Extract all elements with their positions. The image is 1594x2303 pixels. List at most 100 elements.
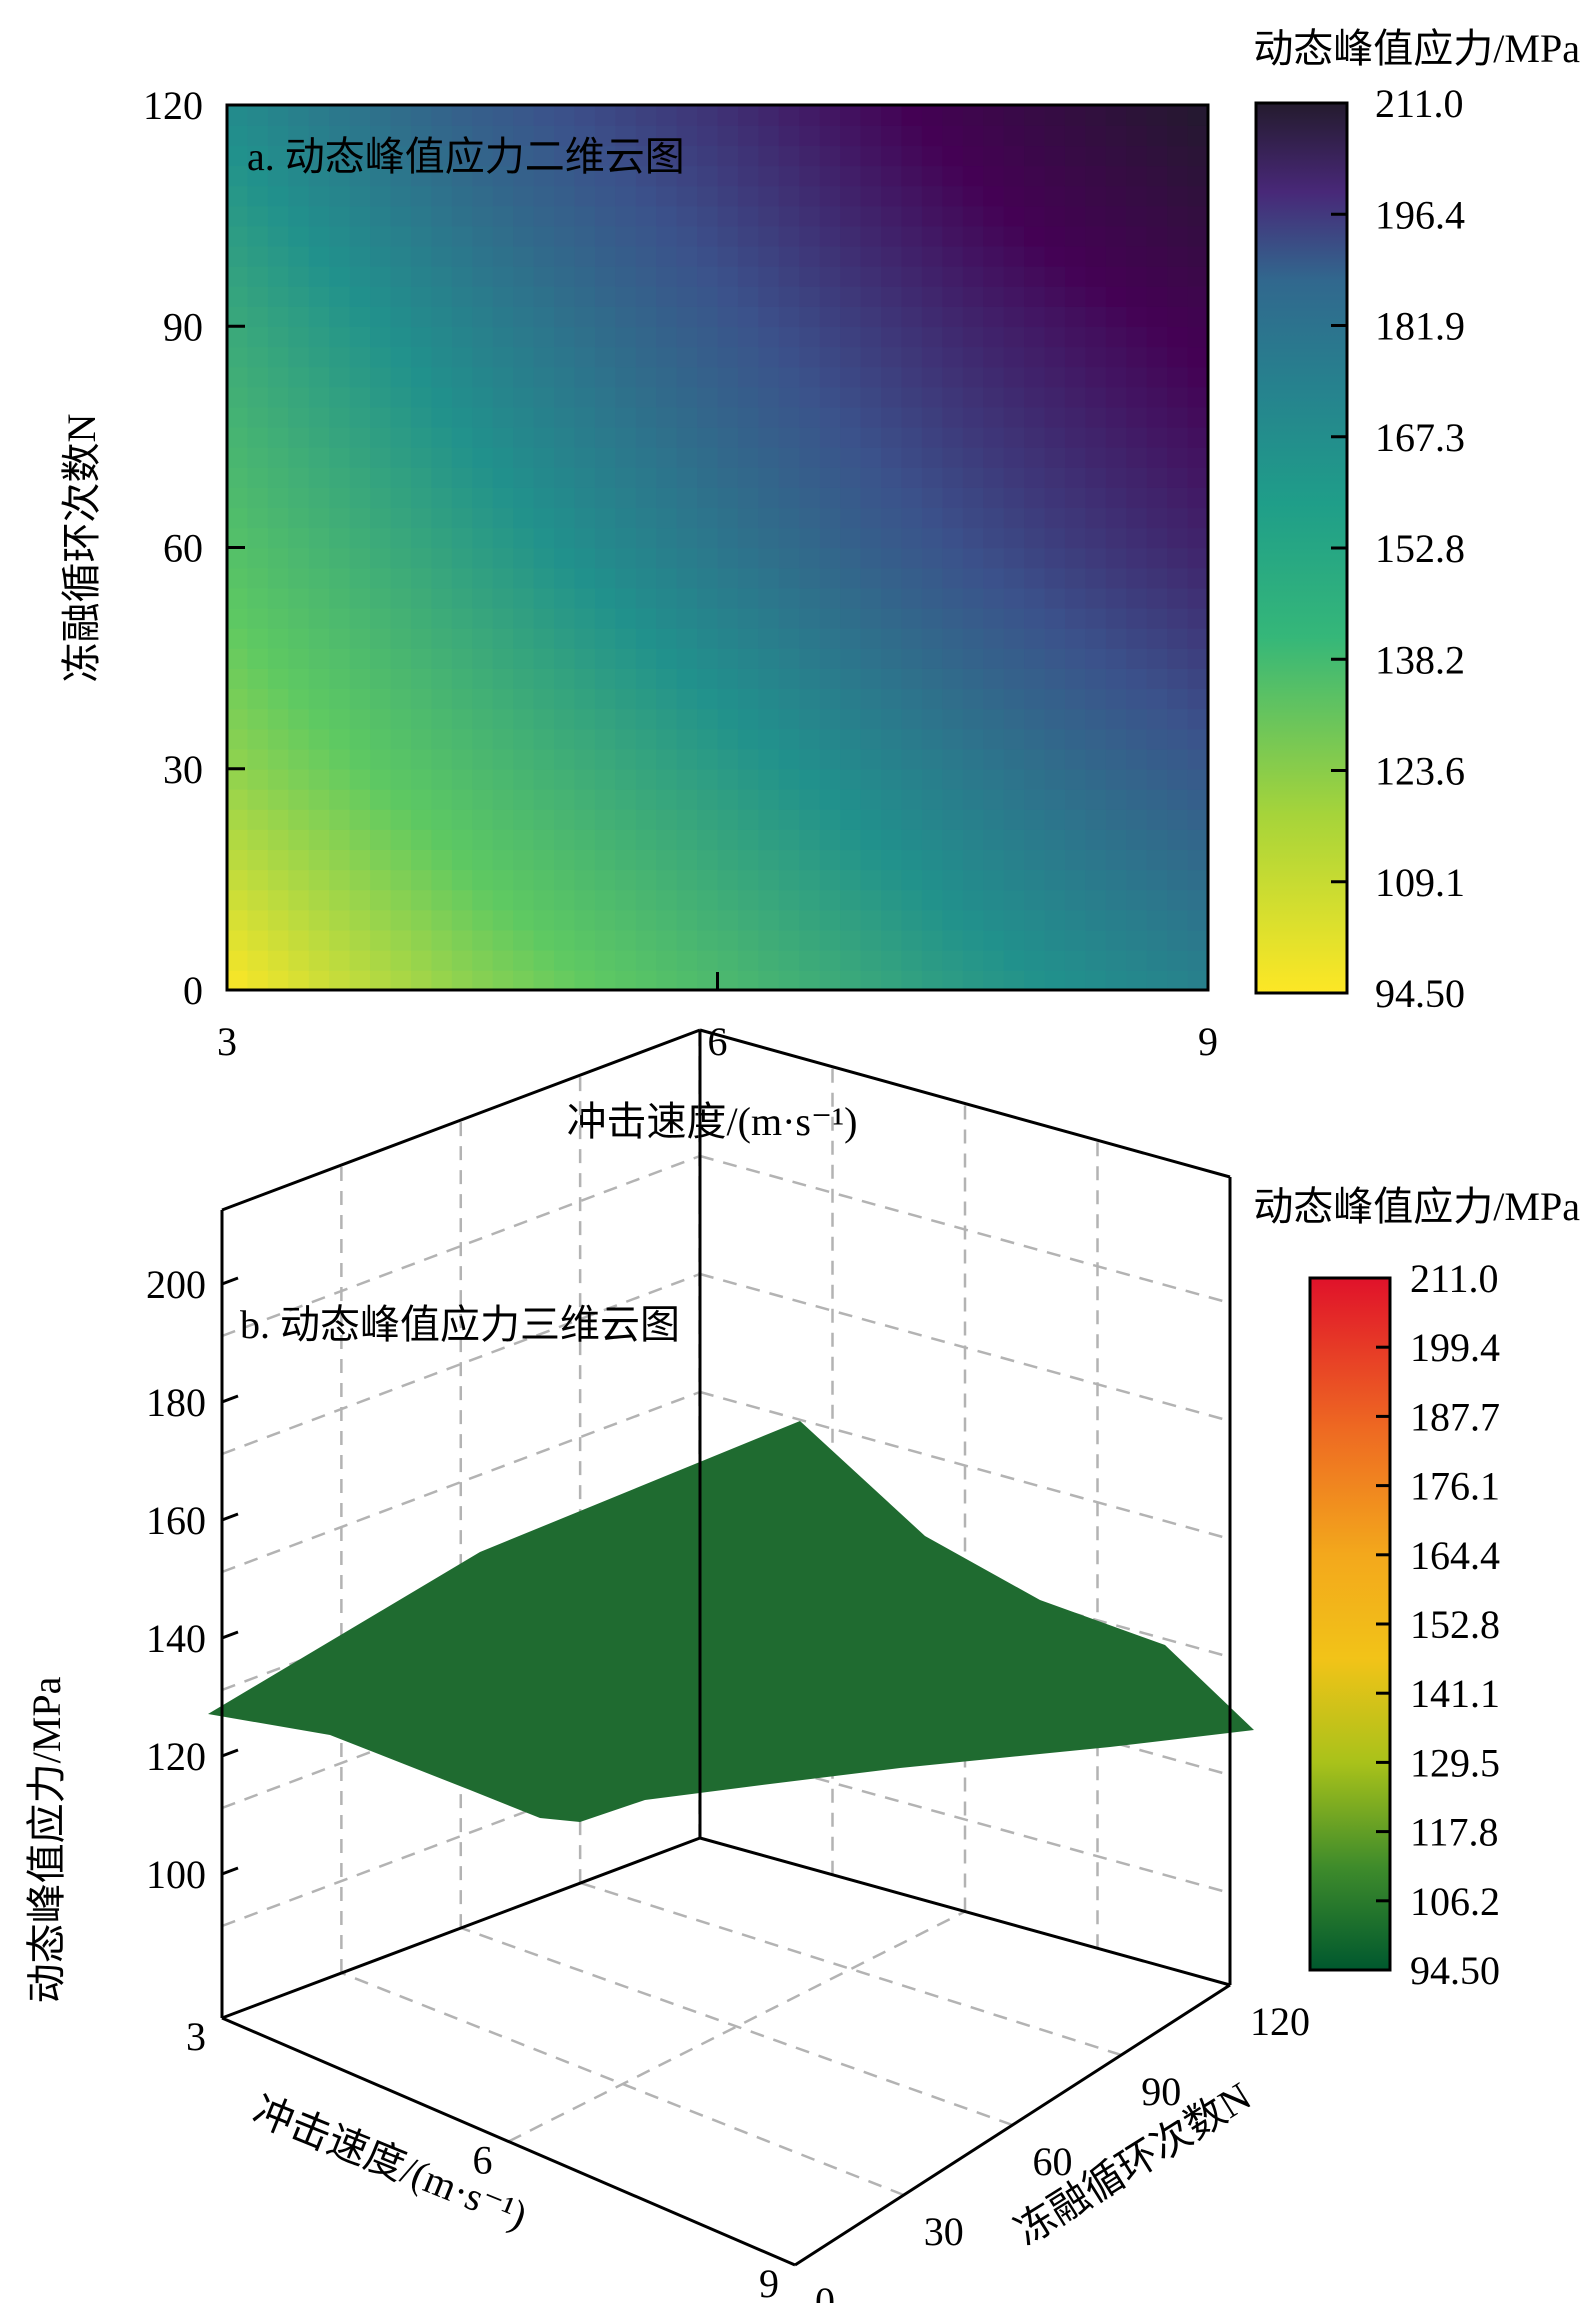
heatmap-cell bbox=[267, 547, 290, 569]
heatmap-cell bbox=[1126, 386, 1148, 408]
heatmap-cell bbox=[1126, 125, 1148, 147]
heatmap-cell bbox=[656, 467, 678, 488]
heatmap-cell bbox=[799, 225, 821, 247]
heatmap-cell bbox=[594, 527, 617, 549]
heatmap-cell bbox=[533, 105, 555, 126]
heatmap-cell bbox=[1187, 788, 1208, 810]
heatmap-cell bbox=[247, 286, 269, 307]
heatmap-cell bbox=[1146, 306, 1168, 328]
heatmap-cell bbox=[737, 426, 760, 448]
heatmap-cell bbox=[492, 105, 514, 126]
heatmap-cell bbox=[451, 567, 474, 589]
heatmap-cell bbox=[533, 446, 555, 468]
heatmap-cell bbox=[451, 929, 474, 951]
heatmap-cell bbox=[1167, 788, 1189, 810]
heatmap-cell bbox=[778, 808, 801, 830]
heatmap-cell bbox=[410, 265, 433, 287]
heatmap-cell bbox=[349, 587, 371, 609]
heatmap-cell bbox=[1003, 426, 1025, 448]
heatmap-cell bbox=[390, 225, 412, 247]
grid-line-3d bbox=[221, 1390, 701, 1574]
heatmap-cell bbox=[1126, 869, 1148, 891]
heatmap-cell bbox=[329, 306, 351, 328]
heatmap-cell bbox=[819, 406, 841, 428]
axis-edge-3d bbox=[221, 1836, 701, 2020]
heatmap-cell bbox=[533, 728, 555, 750]
heatmap-cell bbox=[308, 889, 330, 911]
heatmap-cell bbox=[267, 808, 290, 830]
heatmap-cell bbox=[1105, 185, 1128, 207]
heatmap-cell bbox=[697, 607, 719, 629]
heatmap-cell bbox=[574, 909, 596, 931]
heatmap-cell bbox=[492, 708, 514, 730]
heatmap-cell bbox=[227, 547, 249, 569]
heatmap-cell bbox=[921, 668, 944, 690]
heatmap-cell bbox=[1167, 587, 1189, 609]
heatmap-cell bbox=[778, 547, 801, 569]
heatmap-cell bbox=[594, 446, 617, 468]
heatmap-cell bbox=[390, 326, 412, 348]
heatmap-cell bbox=[1044, 808, 1066, 830]
heatmap-cell bbox=[819, 386, 841, 408]
heatmap-cell bbox=[533, 326, 555, 348]
heatmap-cell bbox=[329, 446, 351, 468]
heatmap-cell bbox=[451, 426, 474, 448]
heatmap-cell bbox=[921, 929, 944, 951]
heatmap-cell bbox=[656, 125, 678, 147]
heatmap-cell bbox=[840, 567, 862, 589]
heatmap-cell bbox=[615, 889, 637, 911]
heatmap-cell bbox=[1064, 105, 1087, 126]
heatmap-cell bbox=[635, 185, 657, 207]
heatmap-cell bbox=[656, 768, 678, 790]
heatmap-cell bbox=[1167, 909, 1189, 931]
heatmap-cell bbox=[574, 648, 596, 669]
heatmap-cell bbox=[901, 748, 923, 770]
heatmap-cell bbox=[349, 788, 371, 810]
heatmap-cell bbox=[451, 969, 474, 990]
x-axis-label-a: 冲击速度/(m·s⁻¹) bbox=[567, 1099, 858, 1144]
heatmap-cell bbox=[656, 627, 678, 649]
heatmap-cell bbox=[656, 788, 678, 810]
heatmap-cell bbox=[799, 527, 821, 549]
heatmap-cell bbox=[533, 467, 555, 488]
heatmap-cell bbox=[492, 547, 514, 569]
heatmap-cell bbox=[901, 446, 923, 468]
heatmap-cell bbox=[513, 829, 535, 851]
heatmap-cell bbox=[799, 426, 821, 448]
heatmap-cell bbox=[1126, 467, 1148, 488]
heatmap-cell bbox=[983, 265, 1005, 287]
heatmap-cell bbox=[615, 386, 637, 408]
heatmap-cell bbox=[410, 386, 433, 408]
heatmap-cell bbox=[554, 245, 576, 267]
heatmap-cell bbox=[860, 829, 882, 851]
heatmap-cell bbox=[247, 326, 269, 348]
heatmap-cell bbox=[1126, 205, 1148, 227]
x-tick-label-a: 3 bbox=[217, 1019, 237, 1064]
heatmap-cell bbox=[410, 688, 433, 710]
heatmap-cell bbox=[921, 446, 944, 468]
heatmap-cell bbox=[533, 688, 555, 710]
heatmap-cell bbox=[840, 446, 862, 468]
heatmap-cell bbox=[840, 708, 862, 730]
heatmap-cell bbox=[840, 507, 862, 529]
heatmap-cell bbox=[308, 406, 330, 428]
heatmap-cell bbox=[717, 105, 739, 126]
heatmap-cell bbox=[676, 627, 698, 649]
heatmap-cell bbox=[1126, 265, 1148, 287]
heatmap-cell bbox=[1146, 688, 1168, 710]
heatmap-cell bbox=[881, 366, 903, 388]
heatmap-cell bbox=[676, 969, 698, 990]
y-tick-label-b: 30 bbox=[924, 2209, 964, 2254]
heatmap-cell bbox=[410, 165, 433, 187]
heatmap-cell bbox=[962, 788, 984, 810]
heatmap-cell bbox=[921, 225, 944, 247]
heatmap-cell bbox=[799, 808, 821, 830]
heatmap-cell bbox=[737, 929, 760, 951]
heatmap-cell bbox=[819, 909, 841, 931]
heatmap-cell bbox=[1064, 808, 1087, 830]
heatmap-cell bbox=[1064, 346, 1087, 368]
heatmap-cell bbox=[1167, 768, 1189, 790]
heatmap-cell bbox=[921, 969, 944, 990]
heatmap-cell bbox=[472, 527, 494, 549]
heatmap-cell bbox=[451, 386, 474, 408]
